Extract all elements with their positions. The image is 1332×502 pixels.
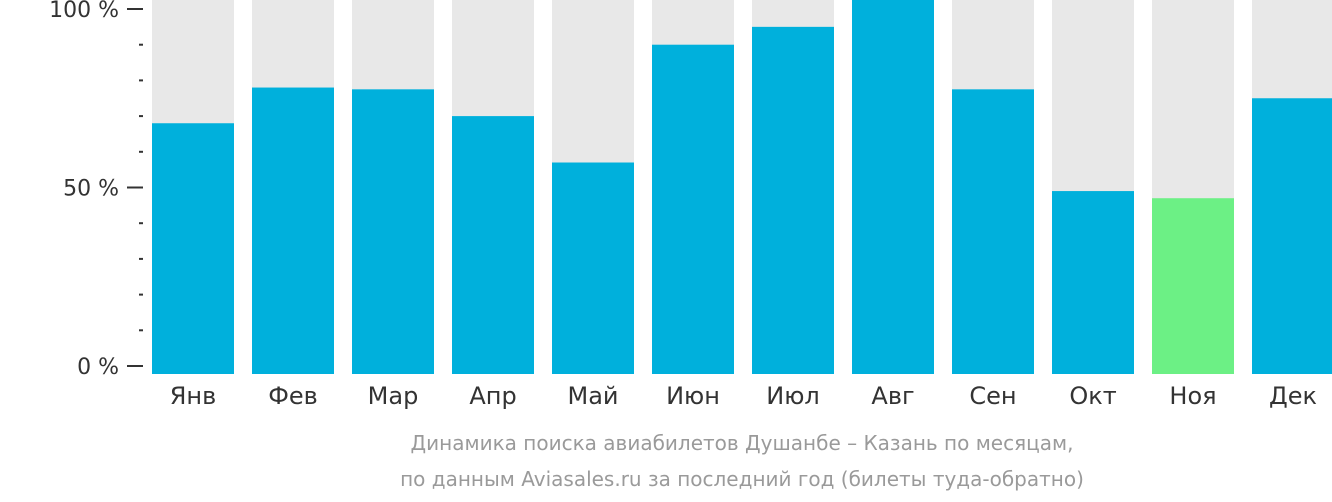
x-tick-label-8: Авг — [871, 382, 914, 410]
bar-9 — [952, 89, 1034, 374]
x-tick-label-6: Июн — [666, 382, 720, 410]
chart-caption-line-2: по данным Aviasales.ru за последний год … — [400, 467, 1084, 491]
x-tick-label-10: Окт — [1069, 382, 1116, 410]
bar-7 — [752, 26, 834, 374]
bar-1 — [152, 123, 234, 375]
bar-10 — [1052, 191, 1134, 374]
bar-4 — [452, 116, 534, 374]
x-tick-label-9: Сен — [969, 382, 1016, 410]
y-tick-label-3: 100 % — [49, 0, 119, 23]
y-tick-label-2: 50 % — [63, 177, 119, 202]
x-tick-label-12: Дек — [1269, 382, 1317, 410]
bar-3 — [352, 89, 434, 374]
x-tick-label-5: Май — [567, 382, 618, 410]
x-tick-label-11: Ноя — [1169, 382, 1216, 410]
chart-caption-line-1: Динамика поиска авиабилетов Душанбе – Ка… — [410, 431, 1074, 455]
bar-11 — [1152, 198, 1234, 374]
x-tick-label-1: Янв — [170, 382, 217, 410]
x-tick-label-4: Апр — [469, 382, 516, 410]
x-tick-label-2: Фев — [268, 382, 318, 410]
bar-8 — [852, 0, 934, 374]
bar-6 — [652, 44, 734, 374]
bar-2 — [252, 87, 334, 374]
x-tick-label-3: Мар — [368, 382, 419, 410]
x-tick-label-7: Июл — [766, 382, 820, 410]
bar-12 — [1252, 98, 1332, 374]
y-tick-label-1: 0 % — [77, 355, 119, 380]
bar-5 — [552, 162, 634, 374]
